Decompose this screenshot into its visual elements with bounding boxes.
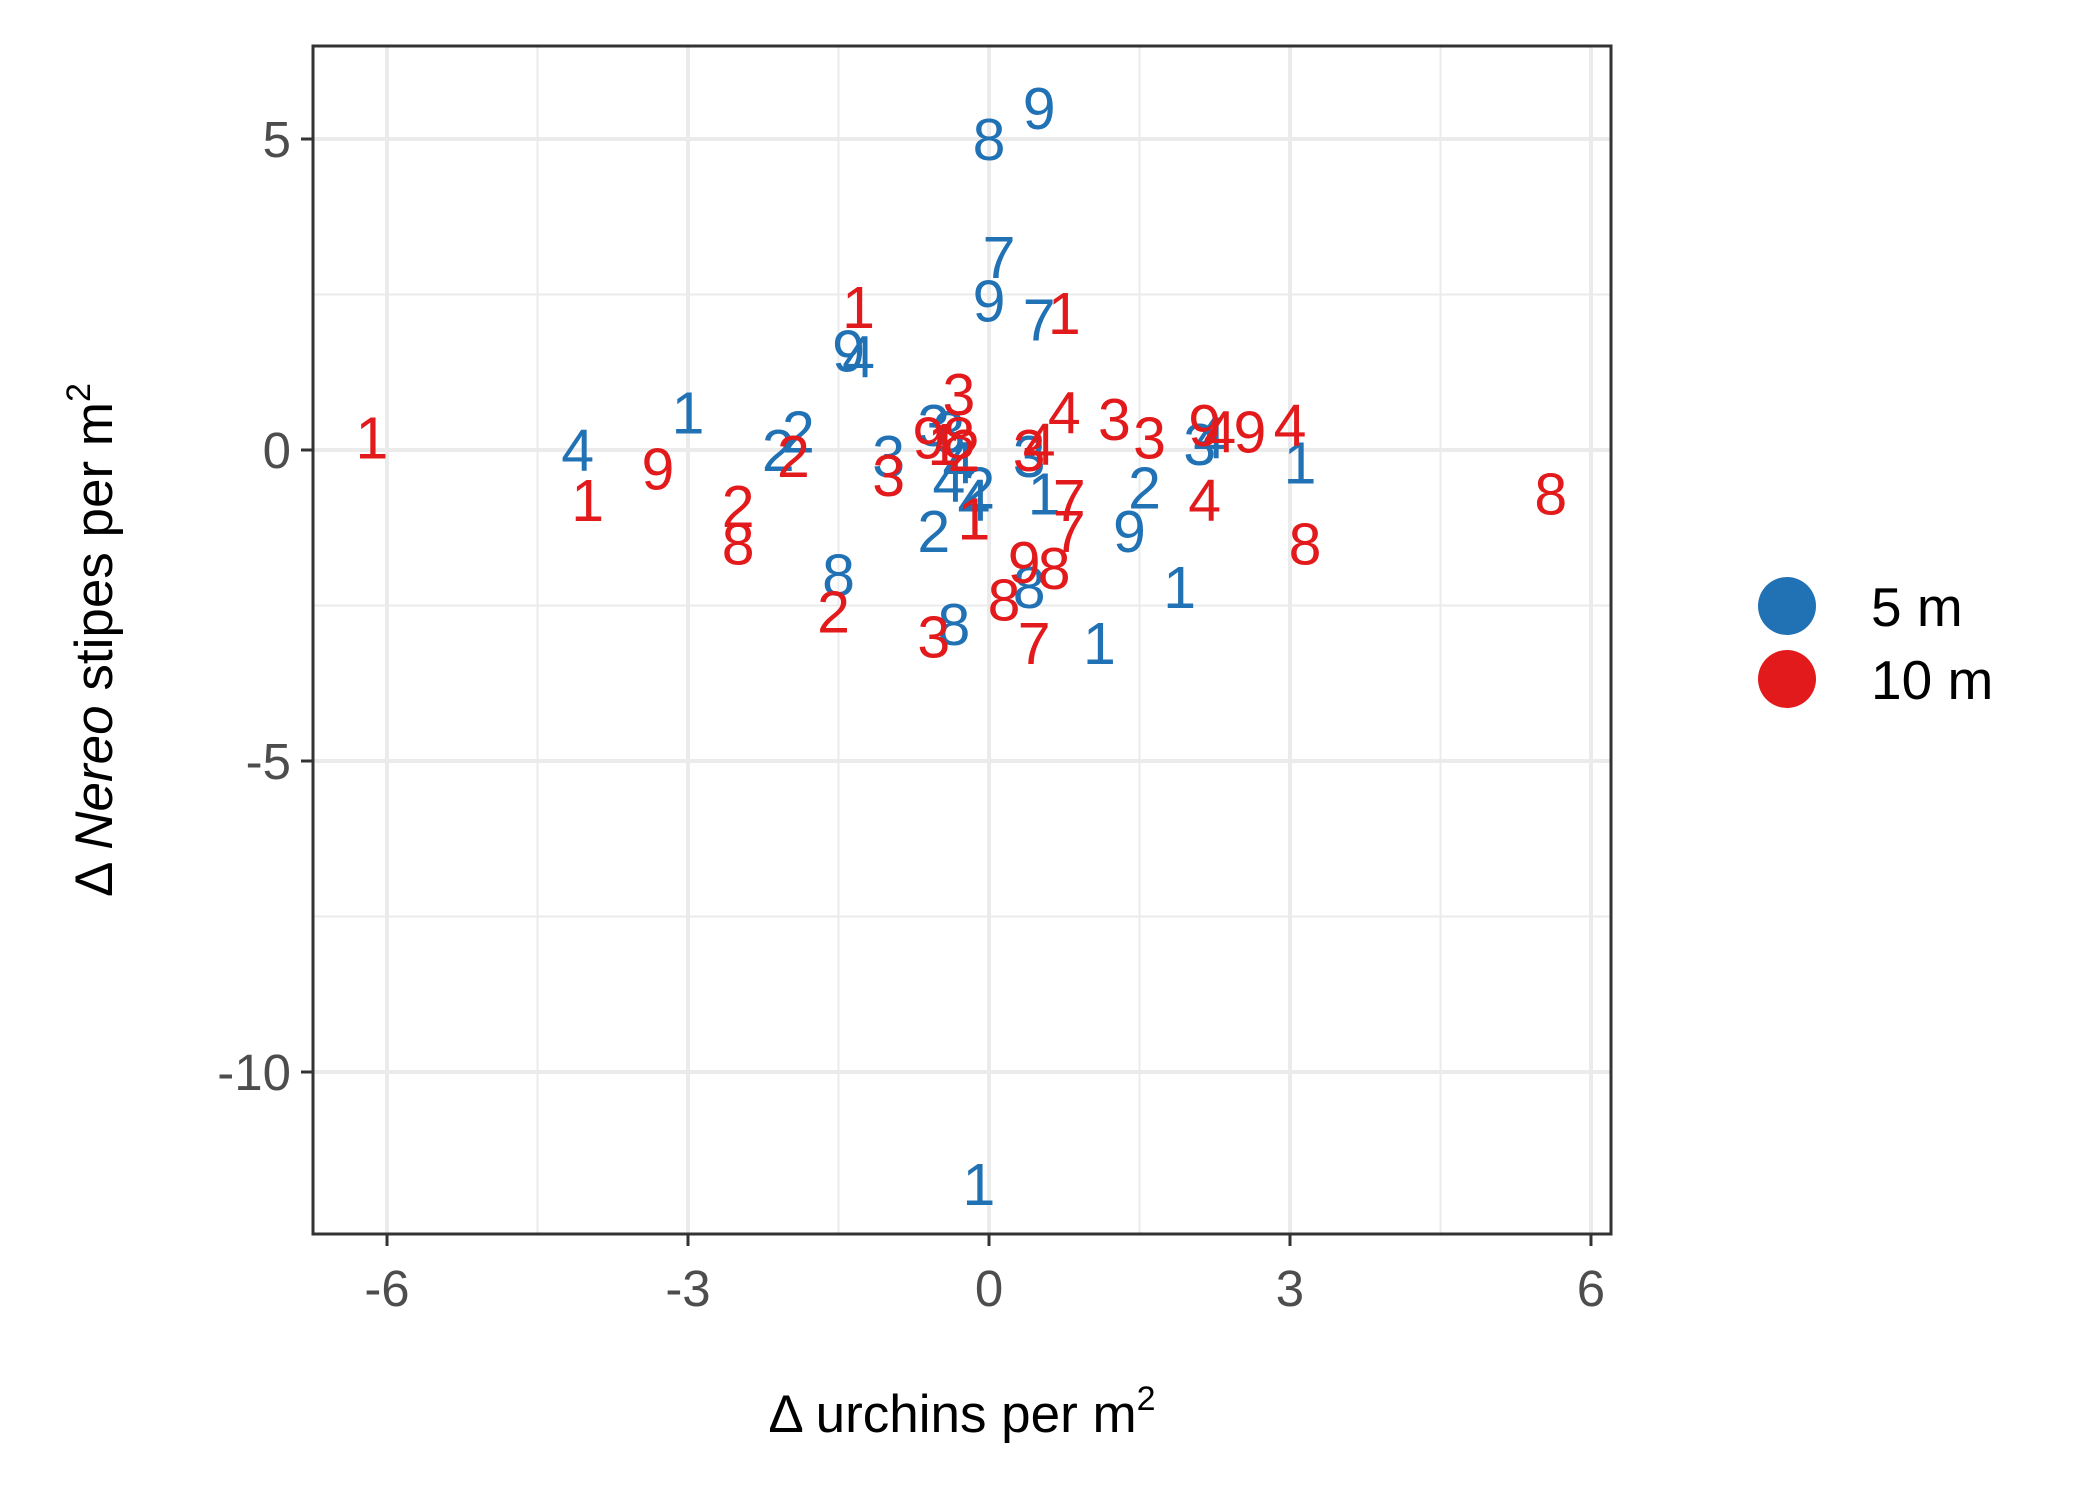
- data-point-10m: 7: [1053, 499, 1086, 565]
- data-point-5m: 3: [932, 399, 965, 465]
- data-point-10m: 3: [942, 362, 975, 428]
- data-point-10m: 3: [1013, 418, 1046, 484]
- data-point-10m: 8: [942, 406, 975, 472]
- data-point-10m: 8: [988, 567, 1021, 633]
- x-axis-title: Δ urchins per m2: [768, 1380, 1155, 1444]
- data-point-10m: 4: [1274, 393, 1307, 459]
- data-point-5m: 1: [1028, 462, 1061, 528]
- y-axis: 5 0 -5 -10: [217, 111, 313, 1101]
- data-point-5m: 8: [822, 542, 855, 608]
- data-point-5m: 8: [937, 592, 970, 658]
- data-point-10m: 1: [1048, 281, 1081, 347]
- data-point-5m: 2: [917, 499, 950, 565]
- data-point-5m: 2: [782, 399, 815, 465]
- data-point-5m: 3: [872, 424, 905, 490]
- plot-panel-border: [311, 44, 1613, 1236]
- x-tick-label: 6: [1577, 1260, 1605, 1317]
- data-point-10m: 4: [1188, 468, 1221, 534]
- data-point-5m: 1: [672, 381, 705, 447]
- data-point-5m: 1: [963, 1152, 996, 1218]
- data-point-5m: 4: [932, 449, 965, 515]
- data-point-5m: 8: [1013, 555, 1046, 621]
- x-tick-label: 3: [1276, 1260, 1304, 1317]
- y-axis-title-superscript: 2: [60, 383, 98, 402]
- y-tick-label: 0: [263, 422, 291, 479]
- data-point-5m: 8: [973, 107, 1006, 173]
- x-axis-title-superscript: 2: [1137, 1380, 1156, 1418]
- legend-label-5m: 5 m: [1871, 576, 1963, 638]
- y-tick-label: 5: [263, 111, 291, 168]
- data-point-5m: 1: [1284, 430, 1317, 496]
- data-point-10m: 2: [777, 424, 810, 490]
- data-point-10m: 4: [1023, 412, 1056, 478]
- data-point-5m: 3: [1013, 424, 1046, 490]
- data-point-5m: 7: [983, 225, 1016, 291]
- data-point-10m: 9: [912, 406, 945, 472]
- y-axis-title: Δ Nereo stipes per m2: [60, 383, 124, 897]
- data-point-5m: 9: [1023, 76, 1056, 142]
- data-point-10m: 9: [1233, 399, 1266, 465]
- x-tick-label: -6: [364, 1260, 409, 1317]
- data-point-10m: 3: [1133, 406, 1166, 472]
- legend-label-10m: 10 m: [1871, 649, 1993, 711]
- legend-key-10m: [1758, 650, 1816, 708]
- data-point-10m: 1: [927, 412, 960, 478]
- data-point-5m: 3: [917, 393, 950, 459]
- data-point-10m: 3: [917, 605, 950, 671]
- data-point-5m: 4: [942, 430, 975, 496]
- data-point-5m: 7: [1023, 287, 1056, 353]
- x-tick-label: -3: [665, 1260, 710, 1317]
- data-point-10m: 3: [872, 443, 905, 509]
- data-point-10m: 1: [356, 406, 389, 472]
- data-point-5m: 4: [1193, 406, 1226, 472]
- data-point-5m: 2: [762, 418, 795, 484]
- legend: 5 m 10 m: [1758, 576, 1993, 711]
- y-tick-label: -10: [217, 1044, 291, 1101]
- data-point-5m: 4: [842, 325, 875, 391]
- data-point-10m: 3: [1098, 387, 1131, 453]
- minor-gridlines: [313, 46, 1611, 1234]
- data-point-5m: 3: [1183, 412, 1216, 478]
- data-point-5m: 2: [1128, 455, 1161, 521]
- data-point-5m: 1: [1163, 555, 1196, 621]
- data-point-5m: 9: [1113, 499, 1146, 565]
- y-axis-title-italic: Nereo: [65, 705, 124, 849]
- legend-key-5m: [1758, 577, 1816, 635]
- data-point-5m: 4: [561, 418, 594, 484]
- data-point-10m: 4: [1203, 399, 1236, 465]
- data-point-10m: 8: [722, 511, 755, 577]
- data-point-10m: 8: [1038, 536, 1071, 602]
- data-point-5m: 9: [973, 269, 1006, 335]
- data-point-10m: 9: [1008, 530, 1041, 596]
- x-axis: -6 -3 0 3 6: [364, 1234, 1605, 1317]
- data-point-10m: 8: [1534, 462, 1567, 528]
- data-point-10m: 4: [1048, 381, 1081, 447]
- data-point-10m: 2: [722, 474, 755, 540]
- data-point-10m: 2: [817, 580, 850, 646]
- data-point-10m: 9: [641, 437, 674, 503]
- data-point-10m: 2: [948, 418, 981, 484]
- data-point-10m: 1: [571, 468, 604, 534]
- y-tick-label: -5: [246, 733, 291, 790]
- data-point-10m: 7: [1053, 468, 1086, 534]
- data-point-10m: 1: [958, 486, 991, 552]
- data-point-5m: 1: [1083, 611, 1116, 677]
- data-point-10m: 7: [1018, 611, 1051, 677]
- data-point-10m: 9: [1188, 393, 1221, 459]
- data-point-5m: 2: [963, 455, 996, 521]
- major-gridlines: [313, 46, 1611, 1234]
- data-point-5m: 4: [958, 468, 991, 534]
- x-tick-label: 0: [975, 1260, 1003, 1317]
- data-point-5m: 9: [832, 318, 865, 384]
- data-point-10m: 1: [842, 275, 875, 341]
- data-point-10m: 8: [1289, 511, 1322, 577]
